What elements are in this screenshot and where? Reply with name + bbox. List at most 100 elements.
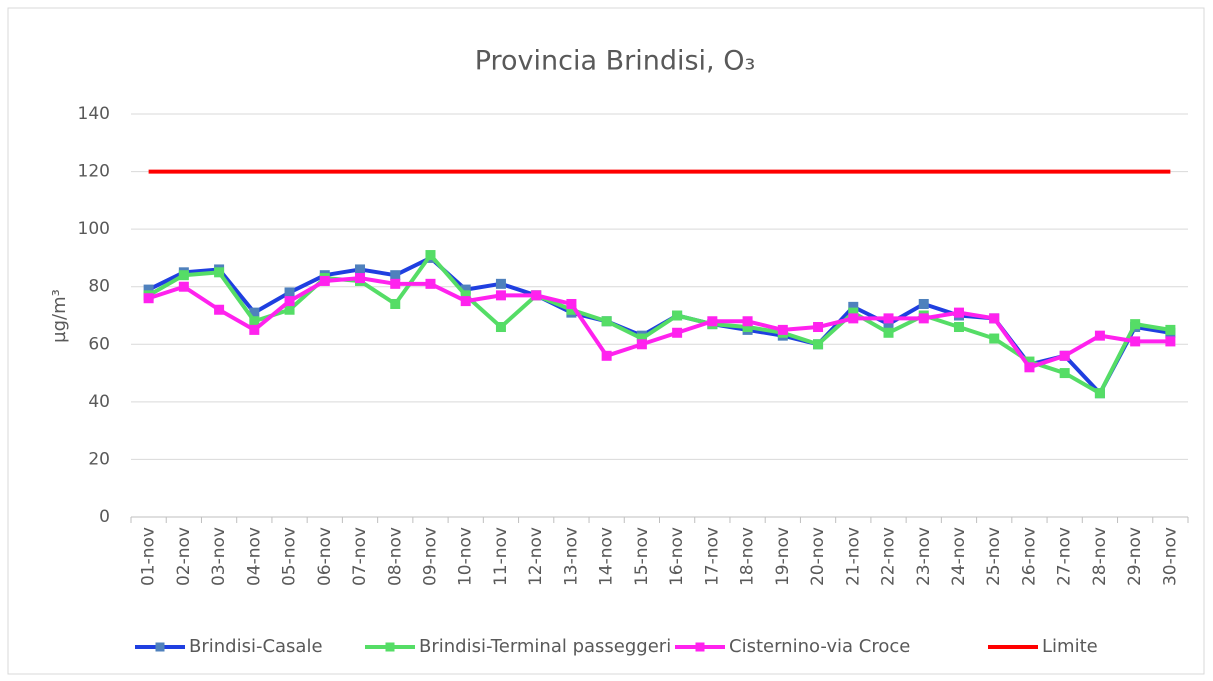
x-tick-label: 18-nov: [738, 527, 758, 586]
y-tick-label: 20: [88, 449, 110, 469]
y-tick-label: 40: [88, 392, 110, 412]
series-marker: [319, 275, 330, 286]
x-tick-label: 17-nov: [702, 527, 722, 586]
series-marker: [601, 316, 612, 327]
x-tick-label: 08-nov: [385, 527, 405, 586]
series-marker: [143, 293, 154, 304]
series-marker: [1165, 324, 1176, 335]
x-tick-label: 05-nov: [280, 527, 300, 586]
series-marker: [707, 316, 718, 327]
series-marker: [531, 290, 542, 301]
y-tick-label: 0: [99, 507, 110, 527]
x-tick-label: 06-nov: [315, 527, 335, 586]
x-tick-label: 25-nov: [984, 527, 1004, 586]
series-marker: [1130, 336, 1141, 347]
x-tick-label: 14-nov: [597, 527, 617, 586]
series-marker: [848, 313, 859, 324]
series-marker: [495, 278, 506, 289]
series-marker: [566, 298, 577, 309]
x-tick-label: 19-nov: [773, 527, 793, 586]
series-marker: [1059, 350, 1070, 361]
legend-marker: [385, 642, 395, 652]
legend-label: Cisternino-via Croce: [729, 636, 910, 657]
series-marker: [178, 270, 189, 281]
series-marker: [672, 310, 683, 321]
series-marker: [742, 316, 753, 327]
x-tick-label: 30-nov: [1160, 527, 1180, 586]
x-tick-label: 21-nov: [843, 527, 863, 586]
x-tick-label: 07-nov: [350, 527, 370, 586]
x-tick-label: 24-nov: [949, 527, 969, 586]
series-marker: [425, 278, 436, 289]
series-marker: [883, 313, 894, 324]
y-tick-label: 120: [78, 162, 110, 182]
series-marker: [425, 250, 436, 261]
series-marker: [249, 324, 260, 335]
series-marker: [1130, 319, 1141, 330]
series-marker: [249, 316, 260, 327]
x-tick-label: 02-nov: [174, 527, 194, 586]
x-tick-label: 15-nov: [632, 527, 652, 586]
x-tick-label: 16-nov: [667, 527, 687, 586]
x-tick-label: 03-nov: [209, 527, 229, 586]
x-tick-label: 10-nov: [456, 527, 476, 586]
x-tick-label: 13-nov: [561, 527, 581, 586]
series-marker: [1059, 368, 1070, 379]
series-marker: [777, 324, 788, 335]
legend-label: Brindisi-Casale: [189, 636, 323, 657]
x-tick-label: 20-nov: [808, 527, 828, 586]
y-tick-label: 60: [88, 334, 110, 354]
chart-border: [7, 7, 1205, 675]
series-marker: [495, 290, 506, 301]
series-marker: [460, 296, 471, 307]
x-tick-label: 28-nov: [1090, 527, 1110, 586]
x-tick-label: 12-nov: [526, 527, 546, 586]
series-marker: [918, 298, 929, 309]
series-marker: [355, 273, 366, 284]
series-marker: [918, 313, 929, 324]
x-tick-label: 23-nov: [914, 527, 934, 586]
legend-label: Brindisi-Terminal passeggeri: [419, 636, 671, 657]
legend-marker: [155, 642, 165, 652]
series-marker: [953, 322, 964, 333]
series-marker: [989, 313, 1000, 324]
series-marker: [636, 339, 647, 350]
series-marker: [1094, 388, 1105, 399]
x-tick-label: 27-nov: [1055, 527, 1075, 586]
legend-marker: [695, 642, 705, 652]
series-marker: [214, 267, 225, 278]
series-marker: [390, 270, 401, 281]
series-marker: [813, 322, 824, 333]
y-tick-label: 80: [88, 277, 110, 297]
y-axis-label: µg/m³: [49, 289, 70, 343]
legend-label: Limite: [1042, 636, 1098, 657]
x-tick-label: 09-nov: [420, 527, 440, 586]
series-marker: [1024, 362, 1035, 373]
series-marker: [284, 296, 295, 307]
series-marker: [1165, 336, 1176, 347]
series-marker: [883, 327, 894, 338]
series-marker: [601, 350, 612, 361]
series-marker: [1094, 330, 1105, 341]
series-marker: [390, 278, 401, 289]
x-tick-label: 26-nov: [1019, 527, 1039, 586]
y-tick-label: 100: [78, 219, 110, 239]
series-marker: [178, 281, 189, 292]
series-marker: [953, 307, 964, 318]
x-tick-label: 11-nov: [491, 527, 511, 586]
x-tick-label: 29-nov: [1125, 527, 1145, 586]
series-marker: [813, 339, 824, 350]
x-tick-label: 22-nov: [879, 527, 899, 586]
series-marker: [390, 298, 401, 309]
chart-title: Provincia Brindisi, O₃: [475, 46, 756, 77]
series-marker: [355, 264, 366, 275]
series-marker: [214, 304, 225, 315]
series-marker: [989, 333, 1000, 344]
series-marker: [284, 304, 295, 315]
series-marker: [495, 322, 506, 333]
y-tick-label: 140: [78, 104, 110, 124]
series-marker: [672, 327, 683, 338]
series-line: [147, 276, 1171, 370]
x-tick-label: 04-nov: [244, 527, 264, 586]
